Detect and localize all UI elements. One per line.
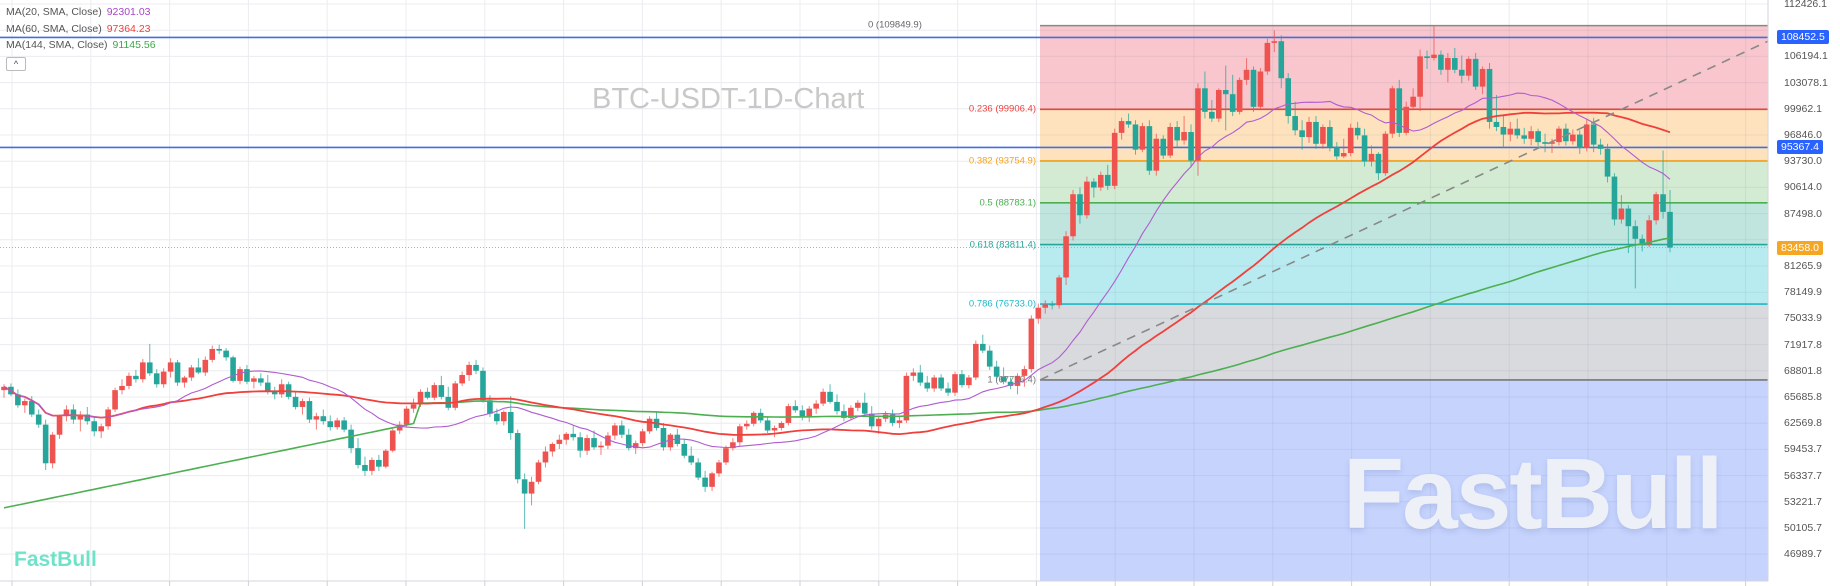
price-badge: 108452.5 [1777,30,1829,45]
legend-ma144-label: MA(144, SMA, Close) [6,39,108,51]
fib-retracement[interactable] [1040,24,1768,581]
ma144-line [3,237,1671,509]
price-axis-label: 93730.0 [1784,155,1822,168]
price-axis-label: 46989.7 [1784,548,1822,561]
legend-ma20[interactable]: MA(20, SMA, Close) 92301.03 [6,4,156,21]
trend-line[interactable] [1039,40,1769,381]
price-axis-label: 68801.8 [1784,364,1822,377]
candles [1,26,1673,529]
ma60-line [3,111,1671,436]
price-axis-label: 53221.7 [1784,495,1822,508]
price-axis-label: 59453.7 [1784,443,1822,456]
legend-ma144-value: 91145.56 [112,39,156,51]
legend-ma60-value: 97364.23 [106,22,151,35]
price-axis-label: 106194.1 [1784,50,1828,63]
legend-collapse-button[interactable]: ^ [6,56,26,71]
price-axis-label: 96846.0 [1784,128,1822,141]
fastbull-watermark-logo: FastBull [1343,438,1723,550]
chevron-up-icon: ^ [13,58,19,69]
price-axis-label: 90614.0 [1784,181,1822,194]
price-axis-label: 78149.9 [1784,286,1822,299]
price-axis-label: 99962.1 [1784,102,1822,115]
chart-title-watermark: BTC-USDT-1D-Chart [592,83,865,115]
fib-level-label: 0.5 (88783.1) [979,197,1036,209]
price-axis-label: 65685.8 [1784,390,1822,403]
price-axis-label: 75033.9 [1784,312,1822,325]
price-axis-label: 62569.8 [1784,417,1822,430]
price-axis-label: 50105.7 [1784,521,1822,534]
fib-level-label: 0.236 (99906.4) [968,103,1036,115]
fib-level-label: 0.786 (76733.0) [968,298,1036,310]
price-axis-label: 112426.1 [1784,0,1828,10]
fib-level-0-label: 0 (109849.9) [868,19,922,31]
legend-ma20-label: MA(20, SMA, Close) [6,6,102,18]
fib-level-label: 1 (67716.4) [987,374,1036,386]
fib-level-label: 0.382 (93754.9) [968,155,1036,167]
legend-ma144[interactable]: MA(144, SMA, Close) 91145.56 [6,37,156,54]
price-axis-label: 81265.9 [1784,259,1822,272]
ma20-line [3,92,1671,449]
price-axis-label: 71917.8 [1784,338,1822,351]
legend-ma60-label: MA(60, SMA, Close) [6,22,102,35]
price-badge: 95367.4 [1777,140,1823,155]
fib-level-label: 0.618 (83811.4) [969,239,1036,251]
price-axis-label: 56337.7 [1784,469,1822,482]
price-axis-label: 103078.1 [1784,76,1828,89]
legend-ma60[interactable]: MA(60, SMA, Close) 97364.23 [6,21,156,38]
legend-ma20-value: 92301.03 [106,6,151,18]
indicator-legend: MA(20, SMA, Close) 92301.03 MA(60, SMA, C… [6,4,156,72]
price-badge: 83458.0 [1777,240,1823,255]
price-axis-label: 87498.0 [1784,207,1822,220]
fastbull-logo: FastBull [14,548,97,571]
